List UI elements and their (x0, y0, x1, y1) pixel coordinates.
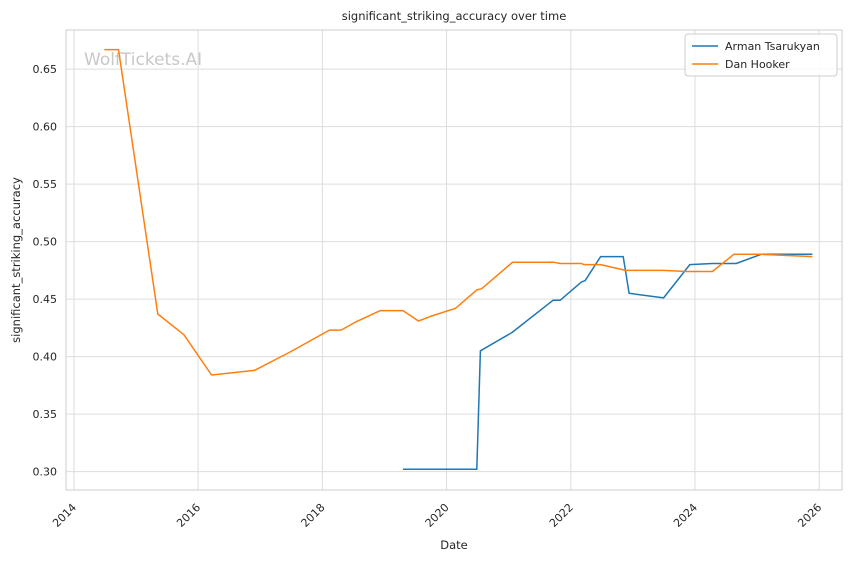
y-tick-label: 0.55 (33, 178, 58, 191)
legend-label: Arman Tsarukyan (725, 40, 820, 53)
y-tick-label: 0.35 (33, 408, 58, 421)
y-tick-label: 0.65 (33, 63, 58, 76)
watermark: WolfTickets.AI (84, 50, 202, 70)
y-axis-ticks: 0.30 0.35 0.40 0.45 0.50 0.55 0.60 0.65 (33, 63, 58, 479)
series-line-dan-hooker (104, 48, 813, 376)
y-tick-label: 0.50 (33, 236, 58, 249)
plot-frame (65, 29, 843, 491)
y-axis-label: significant_striking_accuracy (9, 177, 23, 343)
x-axis-label: Date (440, 538, 468, 552)
y-tick-label: 0.30 (33, 466, 58, 479)
legend-box (684, 33, 838, 77)
chart-title: significant_striking_accuracy over time (342, 9, 567, 23)
series-line-arman-tsarukyan (403, 253, 813, 471)
series-layer (104, 48, 813, 471)
y-tick-label: 0.45 (33, 293, 58, 306)
y-tick-label: 0.40 (33, 351, 58, 364)
y-tick-label: 0.60 (33, 121, 58, 134)
grid (66, 30, 842, 490)
legend-label: Dan Hooker (725, 58, 790, 71)
legend: Arman Tsarukyan Dan Hooker (684, 33, 838, 77)
